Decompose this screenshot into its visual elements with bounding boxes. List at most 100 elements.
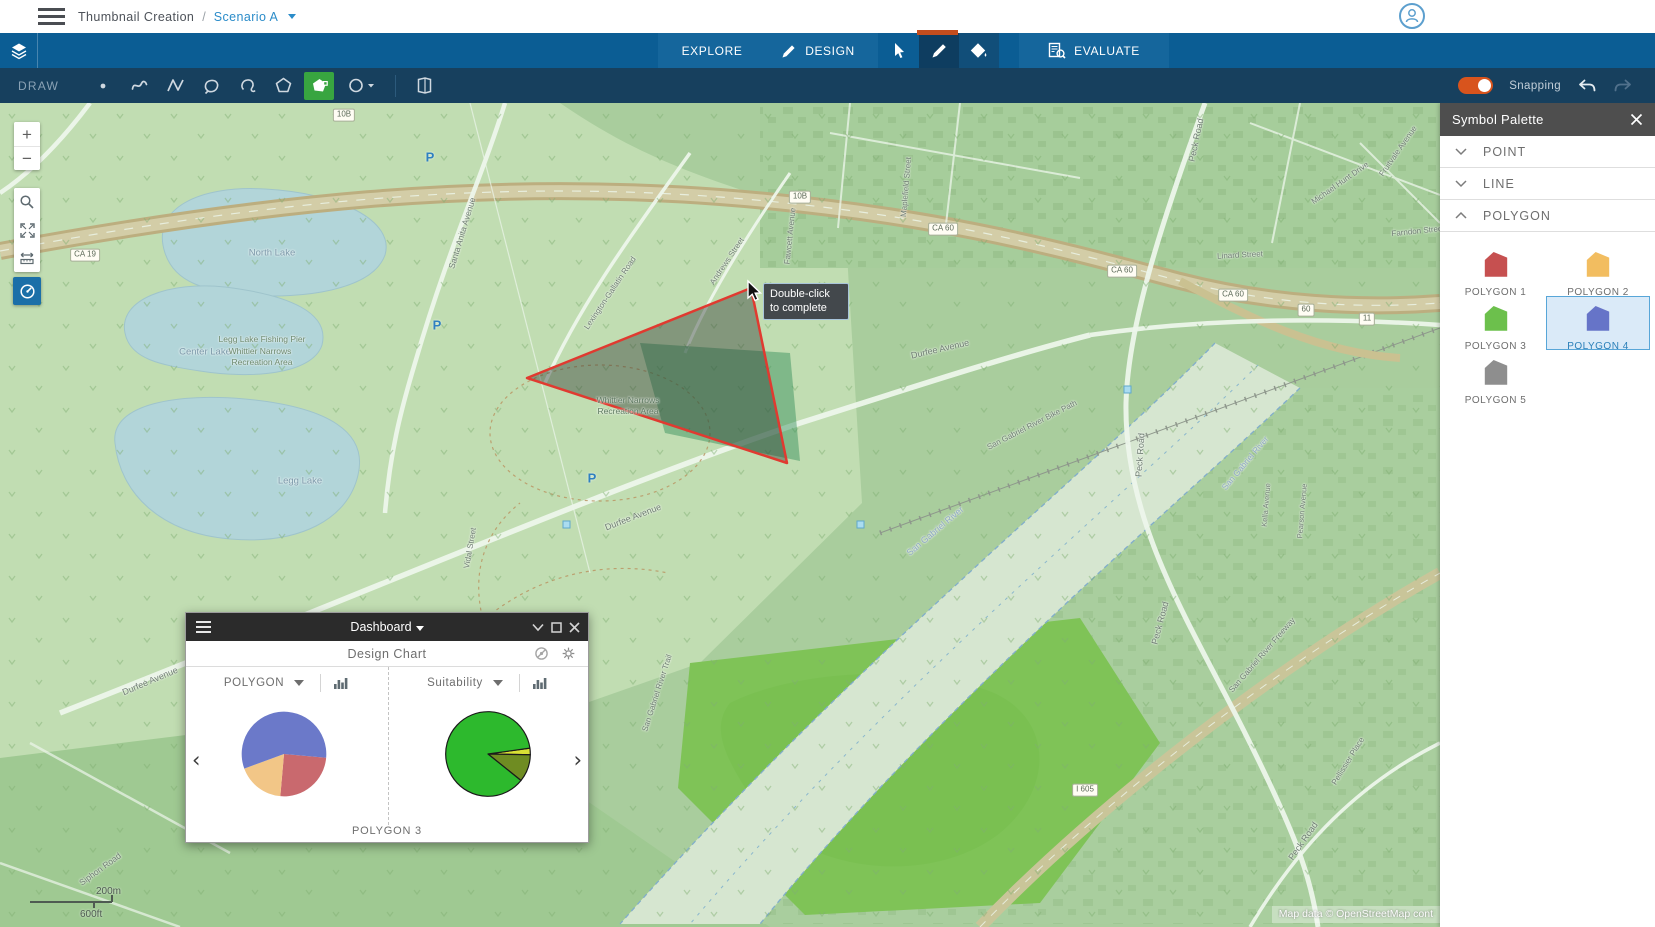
tab-design[interactable]: DESIGN xyxy=(758,33,878,68)
draw-tool-button[interactable] xyxy=(919,33,959,68)
palette-section-point[interactable]: POINT xyxy=(1440,136,1655,168)
tab-evaluate-label: EVALUATE xyxy=(1074,43,1140,58)
chevron-up-icon xyxy=(1455,211,1467,219)
circle-tool-icon xyxy=(349,78,375,93)
dashboard-title[interactable]: Dashboard xyxy=(186,620,588,634)
right-chart-selector[interactable]: Suitability xyxy=(427,676,483,689)
tab-explore[interactable]: EXPLORE xyxy=(658,33,758,68)
extent-button[interactable] xyxy=(14,216,40,244)
palette-section-label: POLYGON xyxy=(1483,208,1551,223)
polygon-swatch-icon xyxy=(1484,252,1507,277)
curve-tool-icon xyxy=(131,80,147,90)
basemap-button[interactable] xyxy=(13,277,41,305)
dashboard-titlebar[interactable]: Dashboard xyxy=(186,613,588,641)
palette-section-polygon[interactable]: POLYGON xyxy=(1440,200,1655,232)
map-tools xyxy=(14,188,40,272)
breadcrumb-scenario[interactable]: Scenario A xyxy=(213,9,279,24)
left-selector-caret-icon[interactable] xyxy=(294,679,305,686)
breadcrumb-separator: / xyxy=(202,9,206,24)
dashboard-subtitle: Design Chart xyxy=(347,646,427,661)
swatch-polygon-4[interactable]: POLYGON 4 xyxy=(1546,296,1650,352)
maximize-icon xyxy=(551,621,562,633)
chart-panel-divider xyxy=(388,667,389,825)
undo-button[interactable] xyxy=(1577,78,1597,94)
drawbar-right-group: Snapping xyxy=(1458,77,1655,94)
dashboard-window: Dashboard Design Chart xyxy=(185,612,589,843)
polyline-tool[interactable] xyxy=(160,72,190,100)
draw-tooltip: Double-click to complete xyxy=(763,283,849,320)
draw-toolbar: DRAW xyxy=(0,68,1655,103)
fill-symbol-button[interactable] xyxy=(959,33,999,68)
swatch-polygon-2[interactable]: POLYGON 2 xyxy=(1546,242,1650,298)
dashboard-maximize-button[interactable] xyxy=(551,621,562,633)
zoom-out-button[interactable]: − xyxy=(14,146,40,170)
bar-chart-icon[interactable] xyxy=(333,676,349,690)
measure-button[interactable] xyxy=(14,244,40,272)
polygon-tool[interactable] xyxy=(268,72,298,100)
swatch-polygon-3[interactable]: POLYGON 3 xyxy=(1445,296,1546,352)
left-chart-selector[interactable]: POLYGON xyxy=(223,676,285,689)
polygon-tool-icon xyxy=(275,77,291,93)
toolbar-divider xyxy=(395,74,397,97)
polygon-swatch-icon xyxy=(1484,360,1507,385)
swatch-label: POLYGON 4 xyxy=(1567,341,1629,352)
person-icon xyxy=(1405,9,1419,23)
app-menu-icon[interactable] xyxy=(0,0,65,33)
polygon-swatch-grid: POLYGON 1 POLYGON 2 POLYGON 3 POLYGON 4 POLY… xyxy=(1440,232,1655,406)
polygon-pie-chart xyxy=(241,711,327,797)
autocomplete-polygon-tool[interactable] xyxy=(304,71,335,100)
layers-button[interactable] xyxy=(0,33,38,68)
palette-section-line[interactable]: LINE xyxy=(1440,168,1655,200)
select-arrow-icon xyxy=(894,43,904,58)
pie-slice-segment-1 xyxy=(280,754,327,797)
active-tool-indicator xyxy=(917,30,958,35)
undo-icon xyxy=(1579,79,1596,91)
point-tool-icon xyxy=(100,83,106,88)
palette-sections: POINT LINE POLYGON xyxy=(1440,136,1655,232)
zoom-in-button[interactable]: + xyxy=(14,122,40,146)
select-tool-button[interactable] xyxy=(879,33,919,68)
pencil-icon xyxy=(782,44,795,57)
swatch-label: POLYGON 5 xyxy=(1464,395,1527,406)
close-icon xyxy=(569,621,580,633)
point-tool[interactable] xyxy=(88,72,118,100)
dashboard-chart-controls: POLYGON Suitability xyxy=(186,667,588,698)
redo-button[interactable] xyxy=(1613,78,1633,94)
mode-tabs: EXPLORE DESIGN xyxy=(658,33,1169,68)
chevron-down-icon xyxy=(532,623,544,631)
visibility-off-icon[interactable] xyxy=(534,646,549,661)
dashboard-close-button[interactable] xyxy=(569,621,580,633)
breadcrumb-project[interactable]: Thumbnail Creation xyxy=(78,9,195,24)
carousel-prev-button[interactable]: ‹ xyxy=(192,748,201,772)
freehand-line-tool[interactable] xyxy=(124,72,154,100)
swatch-polygon-5[interactable]: POLYGON 5 xyxy=(1445,350,1546,406)
redo-icon xyxy=(1614,79,1631,91)
swatch-polygon-1[interactable]: POLYGON 1 xyxy=(1445,242,1546,298)
dashboard-menu-icon[interactable] xyxy=(196,621,211,633)
freehand-polygon-tool[interactable] xyxy=(196,72,226,100)
user-avatar[interactable] xyxy=(1399,3,1425,29)
lasso-polygon-tool[interactable] xyxy=(232,72,262,100)
carousel-next-button[interactable]: › xyxy=(573,748,582,772)
template-tool-icon xyxy=(417,77,431,94)
tab-evaluate[interactable]: EVALUATE xyxy=(1019,33,1169,68)
evaluate-icon xyxy=(1048,42,1066,59)
gear-icon[interactable] xyxy=(561,646,576,661)
snapping-toggle[interactable] xyxy=(1458,77,1494,94)
polygon-swatch-icon xyxy=(1484,306,1507,331)
dashboard-caret-icon xyxy=(415,626,424,631)
symbol-palette-title: Symbol Palette xyxy=(1452,112,1544,127)
symbol-palette-panel: Symbol Palette POINT LINE POLYGON POLYGON … xyxy=(1440,103,1655,927)
polyline-tool-icon xyxy=(166,79,184,92)
scenario-caret-icon[interactable] xyxy=(288,14,297,19)
search-button[interactable] xyxy=(14,188,40,216)
bar-chart-icon[interactable] xyxy=(532,676,548,690)
zoom-control: + − xyxy=(14,122,40,170)
template-tool[interactable] xyxy=(409,72,439,100)
dashboard-collapse-button[interactable] xyxy=(532,623,544,632)
symbol-palette-header: Symbol Palette xyxy=(1440,103,1655,136)
circle-tool[interactable] xyxy=(340,72,382,100)
palette-close-button[interactable] xyxy=(1630,113,1643,126)
right-selector-caret-icon[interactable] xyxy=(492,679,503,686)
close-icon xyxy=(1630,113,1643,126)
